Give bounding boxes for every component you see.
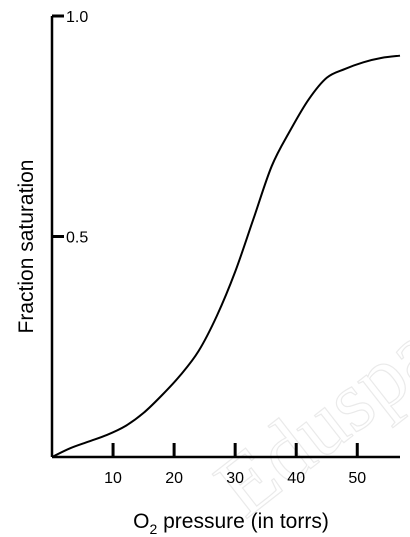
y-tick-label: 1.0 bbox=[66, 9, 88, 26]
x-axis-label-rest: pressure (in torrs) bbox=[157, 510, 329, 533]
x-axis-label: O2 pressure (in torrs) bbox=[133, 510, 329, 537]
x-axis-label-main: O bbox=[133, 510, 149, 533]
watermark: Edusparg bbox=[198, 260, 410, 535]
y-tick-label: 0.5 bbox=[66, 230, 88, 247]
x-tick-label: 40 bbox=[287, 470, 305, 487]
x-tick-label: 30 bbox=[226, 470, 244, 487]
saturation-curve bbox=[51, 54, 401, 458]
x-tick-label: 50 bbox=[348, 470, 366, 487]
x-axis-label-subscript: 2 bbox=[150, 521, 158, 537]
series bbox=[51, 54, 401, 458]
ticks: 10 20 30 40 50 0.5 1.0 bbox=[52, 9, 366, 487]
x-tick-label: 20 bbox=[165, 470, 183, 487]
y-axis-label: Fraction saturation bbox=[15, 160, 38, 334]
x-tick-label: 10 bbox=[104, 470, 122, 487]
